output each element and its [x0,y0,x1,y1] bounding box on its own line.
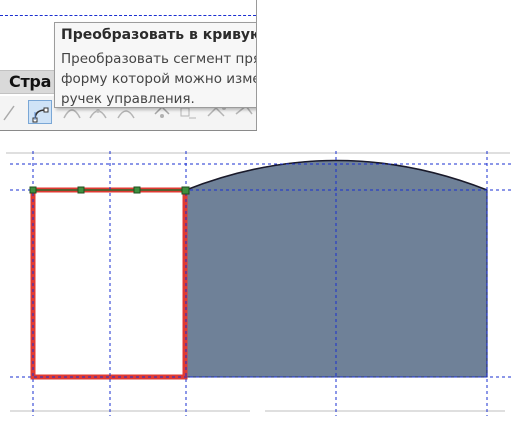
tooltip: Преобразовать в кривую Преобразовать сег… [54,22,257,109]
menu-item-page[interactable]: Стра [9,72,52,91]
node-handles [29,186,190,195]
tooltip-line-3: ручек управления. [61,91,195,107]
tool-arc-icon[interactable] [60,100,84,124]
node-handle-left [29,186,37,194]
node-handle-control-2 [133,186,141,194]
node-handle-right [181,186,190,195]
curved-top-segment [185,159,488,191]
tooltip-title: Преобразовать в кривую [61,27,257,43]
tool-arc-node-icon[interactable] [86,100,110,124]
drawing-canvas[interactable] [0,131,524,423]
node-handle-control-1 [77,186,85,194]
white-square-shape [33,190,185,377]
tool-line-icon[interactable] [0,100,24,124]
tool-symmetric-node-icon[interactable] [114,100,138,124]
toolbar-inset: Стра [0,0,257,131]
tooltip-line-1: Преобразовать сегмент пря [61,51,257,67]
inset-guideline [0,15,256,16]
tooltip-description: Преобразовать сегмент пря форму которой … [61,49,257,109]
convert-to-curve-icon[interactable] [28,100,52,124]
inset-divider [0,130,257,131]
tool-join-nodes-icon[interactable] [176,100,200,124]
tooltip-line-2: форму которой можно изме [61,71,257,87]
